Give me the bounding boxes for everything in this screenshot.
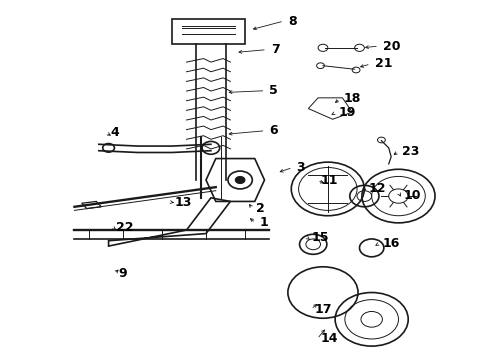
Text: 9: 9 — [118, 267, 127, 280]
Text: 15: 15 — [311, 231, 329, 244]
Text: 20: 20 — [383, 40, 400, 53]
Text: 19: 19 — [339, 106, 356, 120]
Text: 17: 17 — [315, 303, 332, 316]
Text: 1: 1 — [260, 216, 269, 229]
Text: 4: 4 — [110, 126, 119, 139]
Text: 16: 16 — [383, 237, 400, 250]
Circle shape — [235, 176, 245, 184]
Text: 18: 18 — [344, 92, 361, 105]
Text: 22: 22 — [116, 221, 134, 234]
Text: 6: 6 — [270, 124, 278, 137]
Text: 10: 10 — [404, 189, 421, 202]
Text: 5: 5 — [270, 84, 278, 97]
Text: 12: 12 — [368, 183, 386, 195]
Text: 14: 14 — [321, 333, 339, 346]
Text: 13: 13 — [175, 195, 192, 209]
Text: 23: 23 — [402, 145, 420, 158]
Text: 8: 8 — [288, 14, 296, 27]
Text: 3: 3 — [296, 161, 305, 174]
Text: 21: 21 — [374, 57, 392, 71]
Text: 2: 2 — [256, 202, 265, 215]
Text: 11: 11 — [321, 174, 339, 187]
Text: 7: 7 — [271, 43, 280, 56]
